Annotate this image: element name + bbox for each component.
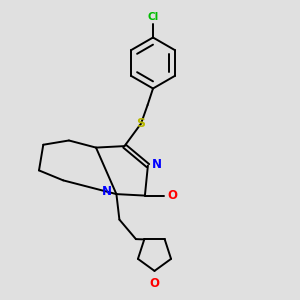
Text: Cl: Cl xyxy=(147,12,159,22)
Text: O: O xyxy=(167,189,177,202)
Text: O: O xyxy=(149,277,160,290)
Text: S: S xyxy=(136,117,145,130)
Text: N: N xyxy=(152,158,161,171)
Text: N: N xyxy=(102,185,112,198)
